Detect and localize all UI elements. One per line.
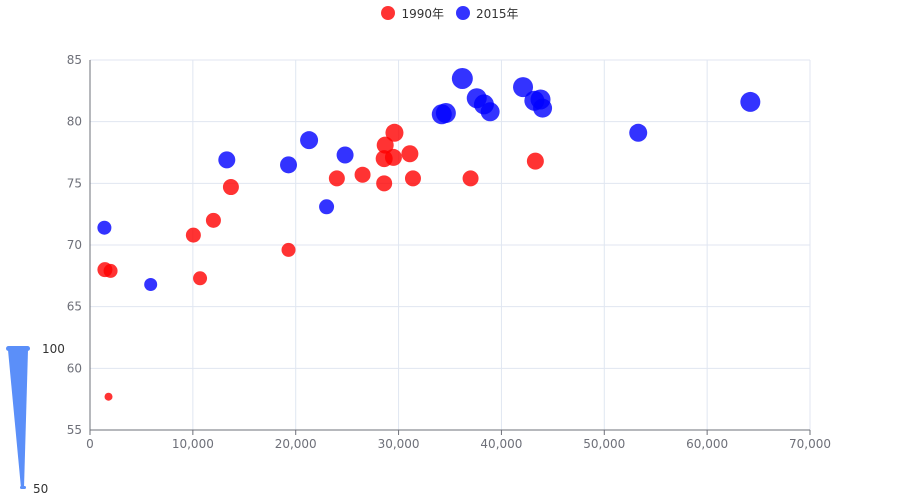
data-point-1990[interactable] xyxy=(193,271,208,286)
data-point-1990[interactable] xyxy=(385,123,404,142)
data-point-1990[interactable] xyxy=(354,166,371,183)
data-point-1990[interactable] xyxy=(281,242,296,257)
data-point-2015[interactable] xyxy=(480,102,500,122)
x-tick-label: 30,000 xyxy=(378,437,420,451)
x-tick-label: 10,000 xyxy=(172,437,214,451)
y-tick-label: 80 xyxy=(67,115,82,129)
data-point-1990[interactable] xyxy=(103,263,118,278)
data-point-1990[interactable] xyxy=(401,145,419,163)
data-point-2015[interactable] xyxy=(435,103,456,124)
data-point-2015[interactable] xyxy=(533,98,553,118)
data-point-2015[interactable] xyxy=(300,131,319,150)
data-point-1990[interactable] xyxy=(384,148,402,166)
y-tick-label: 75 xyxy=(67,176,82,190)
data-points xyxy=(97,68,761,401)
data-point-1990[interactable] xyxy=(526,152,544,170)
data-point-1990[interactable] xyxy=(328,170,345,187)
legend: 1990年 2015年 xyxy=(0,3,900,23)
legend-label-2015: 2015年 xyxy=(476,6,519,21)
data-point-1990[interactable] xyxy=(205,212,221,228)
visual-map[interactable]: 100 50 xyxy=(6,342,65,496)
legend-item-1990[interactable]: 1990年 xyxy=(381,5,444,22)
data-point-1990[interactable] xyxy=(222,179,239,196)
y-tick-label: 65 xyxy=(67,300,82,314)
visual-map-top-handle[interactable] xyxy=(6,346,30,351)
visual-map-max-label: 100 xyxy=(42,342,65,356)
legend-marker-2015 xyxy=(456,6,470,20)
data-point-2015[interactable] xyxy=(629,123,648,142)
x-tick-label: 20,000 xyxy=(275,437,317,451)
data-point-2015[interactable] xyxy=(336,146,354,164)
data-point-2015[interactable] xyxy=(319,199,335,215)
data-point-2015[interactable] xyxy=(513,77,534,98)
visual-map-min-label: 50 xyxy=(33,482,48,496)
legend-label-1990: 1990年 xyxy=(401,6,444,21)
y-tick-label: 70 xyxy=(67,238,82,252)
x-tick-label: 70,000 xyxy=(789,437,831,451)
data-point-1990[interactable] xyxy=(104,392,113,401)
data-point-1990[interactable] xyxy=(404,170,421,187)
axes: 55 60 65 70 75 80 85 0 10,000 20,000 30,000 40,000 5… xyxy=(67,53,831,451)
legend-item-2015[interactable]: 2015年 xyxy=(456,5,519,22)
data-point-1990[interactable] xyxy=(462,170,479,187)
x-tick-label: 0 xyxy=(86,437,94,451)
x-tick-label: 60,000 xyxy=(686,437,728,451)
data-point-2015[interactable] xyxy=(451,68,473,89)
data-point-1990[interactable] xyxy=(376,136,394,154)
data-point-2015[interactable] xyxy=(280,156,298,174)
legend-marker-1990 xyxy=(381,6,396,20)
visual-map-bar[interactable] xyxy=(8,350,28,488)
data-point-1990[interactable] xyxy=(376,175,393,192)
y-tick-label: 85 xyxy=(67,53,82,67)
data-point-1990[interactable] xyxy=(185,227,201,243)
x-tick-label: 40,000 xyxy=(480,437,522,451)
y-tick-label: 60 xyxy=(67,361,82,375)
data-point-2015[interactable] xyxy=(740,91,761,112)
x-tick-label: 50,000 xyxy=(583,437,625,451)
data-point-2015[interactable] xyxy=(218,151,236,169)
data-point-2015[interactable] xyxy=(97,220,112,235)
y-tick-label: 55 xyxy=(67,423,82,437)
visual-map-bottom-handle[interactable] xyxy=(20,486,26,489)
data-point-2015[interactable] xyxy=(144,277,158,291)
